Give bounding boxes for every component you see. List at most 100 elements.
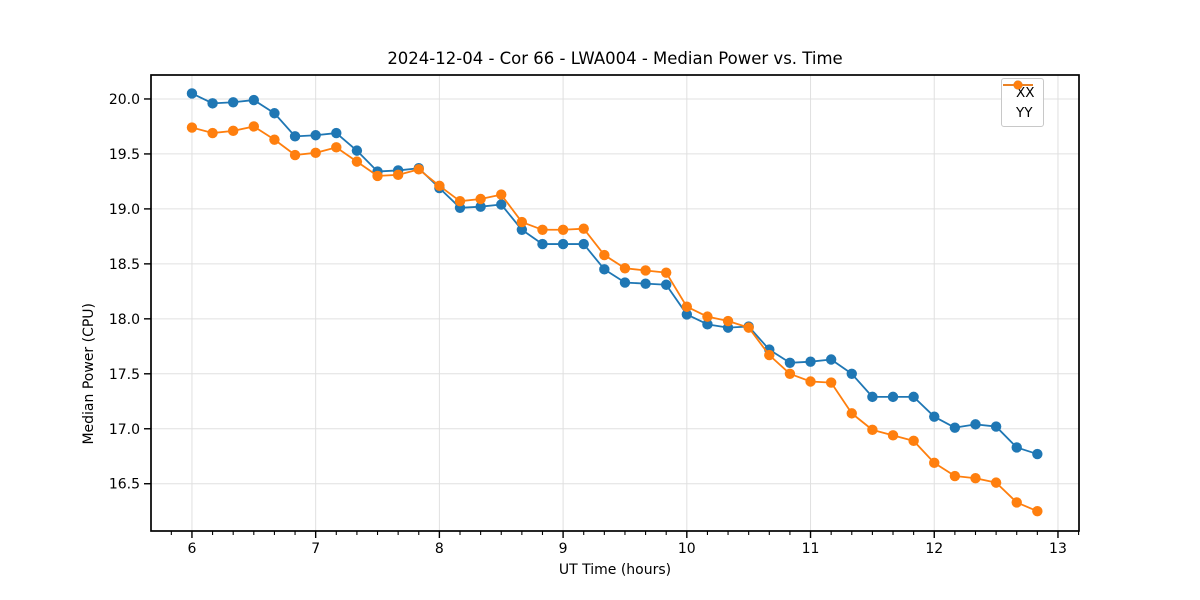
x-tick-label: 8: [435, 541, 444, 557]
series-yy-marker: [887, 430, 899, 441]
series-xx-marker: [825, 354, 837, 365]
series-yy-marker: [619, 263, 631, 274]
legend-line-sample-icon: [1003, 80, 1033, 90]
series-xx-marker: [289, 131, 301, 142]
series-xx-marker: [599, 264, 610, 275]
x-tick-label: 10: [678, 541, 696, 557]
tick-labels: 6 7 8 9 10 11 12 13 16.5 17.0 17.5 18.0 18.5 19.0 19.5…: [109, 92, 1067, 557]
series-xx-marker: [537, 238, 548, 250]
series-xx-marker: [557, 238, 569, 250]
series-xx-marker: [1011, 442, 1022, 453]
series-yy-marker: [929, 457, 940, 469]
series-yy-marker: [764, 349, 775, 361]
series-xx-marker: [619, 277, 631, 288]
series-xx-marker: [846, 368, 857, 379]
series-xx-marker: [516, 224, 528, 235]
series-yy-marker: [496, 189, 507, 200]
legend-item-yy: YY: [1003, 80, 1035, 121]
legend-label-yy: YY: [1016, 104, 1033, 121]
x-tick-label: 12: [925, 541, 943, 557]
series-yy-marker: [825, 377, 837, 388]
tick-marks: [144, 98, 1080, 538]
x-tick-label: 6: [187, 541, 196, 557]
y-tick-label: 17.5: [109, 367, 140, 383]
series-xx-marker: [1032, 448, 1043, 460]
series-yy-marker: [660, 267, 672, 278]
series-xx-marker: [331, 127, 342, 139]
series-yy-marker: [557, 224, 569, 235]
gridlines: [151, 75, 1079, 531]
series-yy-marker: [867, 424, 878, 436]
series-yy-marker: [970, 473, 981, 484]
series-yy-marker: [248, 121, 260, 132]
series-xx-marker: [660, 279, 672, 290]
x-tick-label: 9: [559, 541, 568, 557]
y-tick-label: 19.5: [109, 147, 140, 163]
y-tick-label: 20.0: [109, 92, 140, 108]
series-yy-marker: [475, 193, 486, 205]
series-yy-marker: [269, 134, 280, 145]
series-xx-marker: [908, 391, 919, 403]
x-tick-label: 13: [1049, 541, 1067, 557]
series-xx-marker: [702, 319, 713, 330]
series-xx-marker: [227, 97, 239, 108]
series-yy-marker: [578, 223, 589, 234]
y-tick-label: 16.5: [109, 477, 140, 493]
series-xx-marker: [475, 201, 486, 212]
series-yy-marker: [908, 435, 919, 447]
series-yy-marker: [351, 156, 363, 167]
legend: XX YY: [1001, 78, 1044, 127]
series-yy-marker: [990, 477, 1002, 488]
series-yy-marker: [743, 322, 754, 333]
series-xx: [186, 88, 1043, 460]
series-xx-marker: [269, 108, 280, 119]
series-yy-marker: [227, 125, 239, 137]
series-yy-marker: [846, 408, 857, 419]
x-tick-label: 11: [802, 541, 820, 557]
series-yy-marker: [599, 249, 610, 261]
series-xx-marker: [805, 356, 816, 367]
plot-border: [150, 74, 1080, 532]
series-yy: [186, 121, 1043, 517]
chart-title: 2024-12-04 - Cor 66 - LWA004 - Median Po…: [387, 49, 843, 68]
x-axis-label: UT Time (hours): [558, 562, 672, 578]
series-xx-marker: [640, 278, 651, 289]
series-yy-marker: [413, 164, 424, 175]
series-xx-marker: [351, 145, 363, 156]
series-yy-marker: [784, 368, 796, 379]
series-yy-marker: [681, 301, 693, 312]
series-yy-marker: [454, 196, 466, 207]
series-xx-marker: [784, 357, 796, 369]
series-yy-marker: [372, 170, 383, 182]
series-yy-marker: [392, 169, 404, 181]
series-xx-marker: [186, 88, 198, 99]
y-tick-label: 18.5: [109, 257, 140, 273]
series-yy-marker: [207, 127, 218, 139]
series-xx-marker: [867, 391, 878, 403]
series-yy-marker: [310, 147, 321, 159]
series-xx-marker: [970, 419, 981, 430]
series-xx-marker: [929, 411, 940, 422]
series-yy-marker: [949, 470, 961, 482]
series-xx-marker: [310, 130, 321, 141]
series-yy-marker: [805, 376, 816, 387]
series-xx-marker: [578, 238, 589, 250]
series-yy-marker: [537, 224, 548, 235]
series-xx-marker: [207, 98, 218, 109]
series-xx-marker: [248, 94, 260, 106]
axes: [150, 74, 1080, 532]
series-xx-marker: [949, 422, 961, 433]
plot-series: [186, 88, 1043, 517]
series-yy-marker: [186, 122, 198, 133]
y-tick-label: 18.0: [109, 312, 140, 328]
series-yy-marker: [331, 142, 342, 153]
series-yy-marker: [1011, 497, 1022, 508]
series-xx-marker: [887, 391, 899, 403]
series-yy-marker: [516, 216, 528, 228]
series-yy-marker: [640, 265, 651, 276]
series-yy-marker: [1032, 506, 1043, 517]
series-xx-marker: [496, 199, 507, 210]
series-yy-marker: [434, 180, 445, 192]
x-tick-label: 7: [311, 541, 320, 557]
